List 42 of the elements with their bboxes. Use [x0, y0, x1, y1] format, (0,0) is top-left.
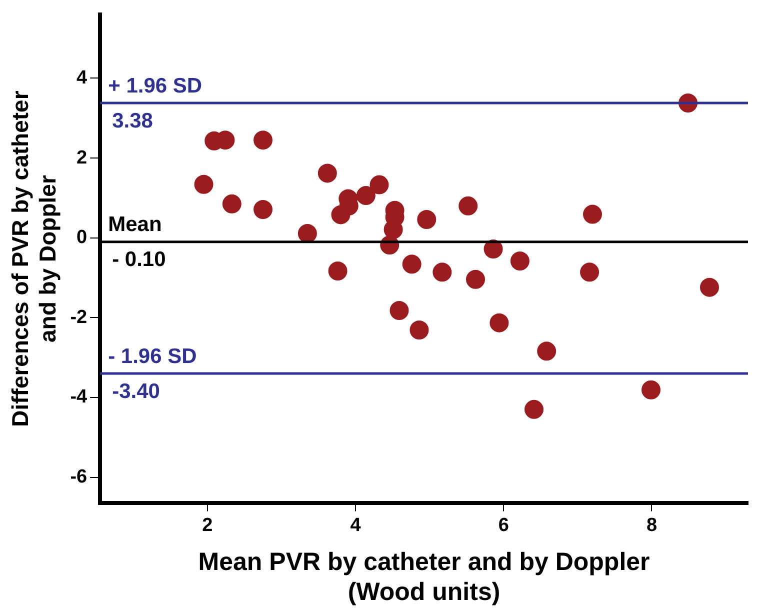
point	[222, 194, 242, 214]
y-tick-label: -6	[70, 466, 88, 488]
y-tick-label: 0	[76, 227, 88, 248]
point	[432, 262, 452, 282]
y-axis-title: Differences of PVR by catheter and by Doppler	[7, 90, 61, 427]
point	[458, 196, 478, 216]
point	[700, 278, 719, 297]
point	[318, 164, 337, 183]
y-tick-label: -2	[70, 306, 88, 328]
point	[524, 400, 544, 419]
point	[583, 204, 602, 224]
annotation: - 0.10	[112, 248, 166, 272]
y-tick-label: -4	[70, 386, 88, 408]
point	[370, 175, 389, 194]
x-tick-label: 6	[498, 514, 509, 536]
x-tick-label: 4	[350, 514, 362, 536]
x-tick-label: 2	[202, 514, 213, 536]
point	[417, 210, 436, 229]
point	[642, 380, 660, 400]
point	[410, 320, 429, 340]
point	[402, 254, 422, 274]
point	[466, 270, 486, 289]
x-tick-label: 8	[646, 514, 658, 536]
ref-line-label: Mean	[108, 213, 162, 236]
y-tick-label: 2	[76, 147, 88, 168]
point	[510, 251, 530, 270]
point	[328, 261, 348, 280]
y-tick-label: 4	[76, 67, 88, 88]
point	[253, 200, 272, 220]
point	[356, 186, 376, 206]
ref-line-label: + 1.96 SD	[108, 74, 202, 98]
point	[194, 174, 214, 194]
point	[537, 342, 556, 361]
point	[490, 313, 509, 332]
point	[580, 262, 600, 282]
ref-line-label: - 1.96 SD	[108, 344, 197, 368]
annotation: 3.38	[112, 109, 154, 132]
annotation: -3.40	[112, 380, 160, 403]
point	[253, 130, 272, 150]
x-axis-title: Mean PVR by catheter and by Doppler (Wood units)	[198, 548, 650, 606]
point	[390, 300, 409, 320]
point	[298, 224, 317, 243]
